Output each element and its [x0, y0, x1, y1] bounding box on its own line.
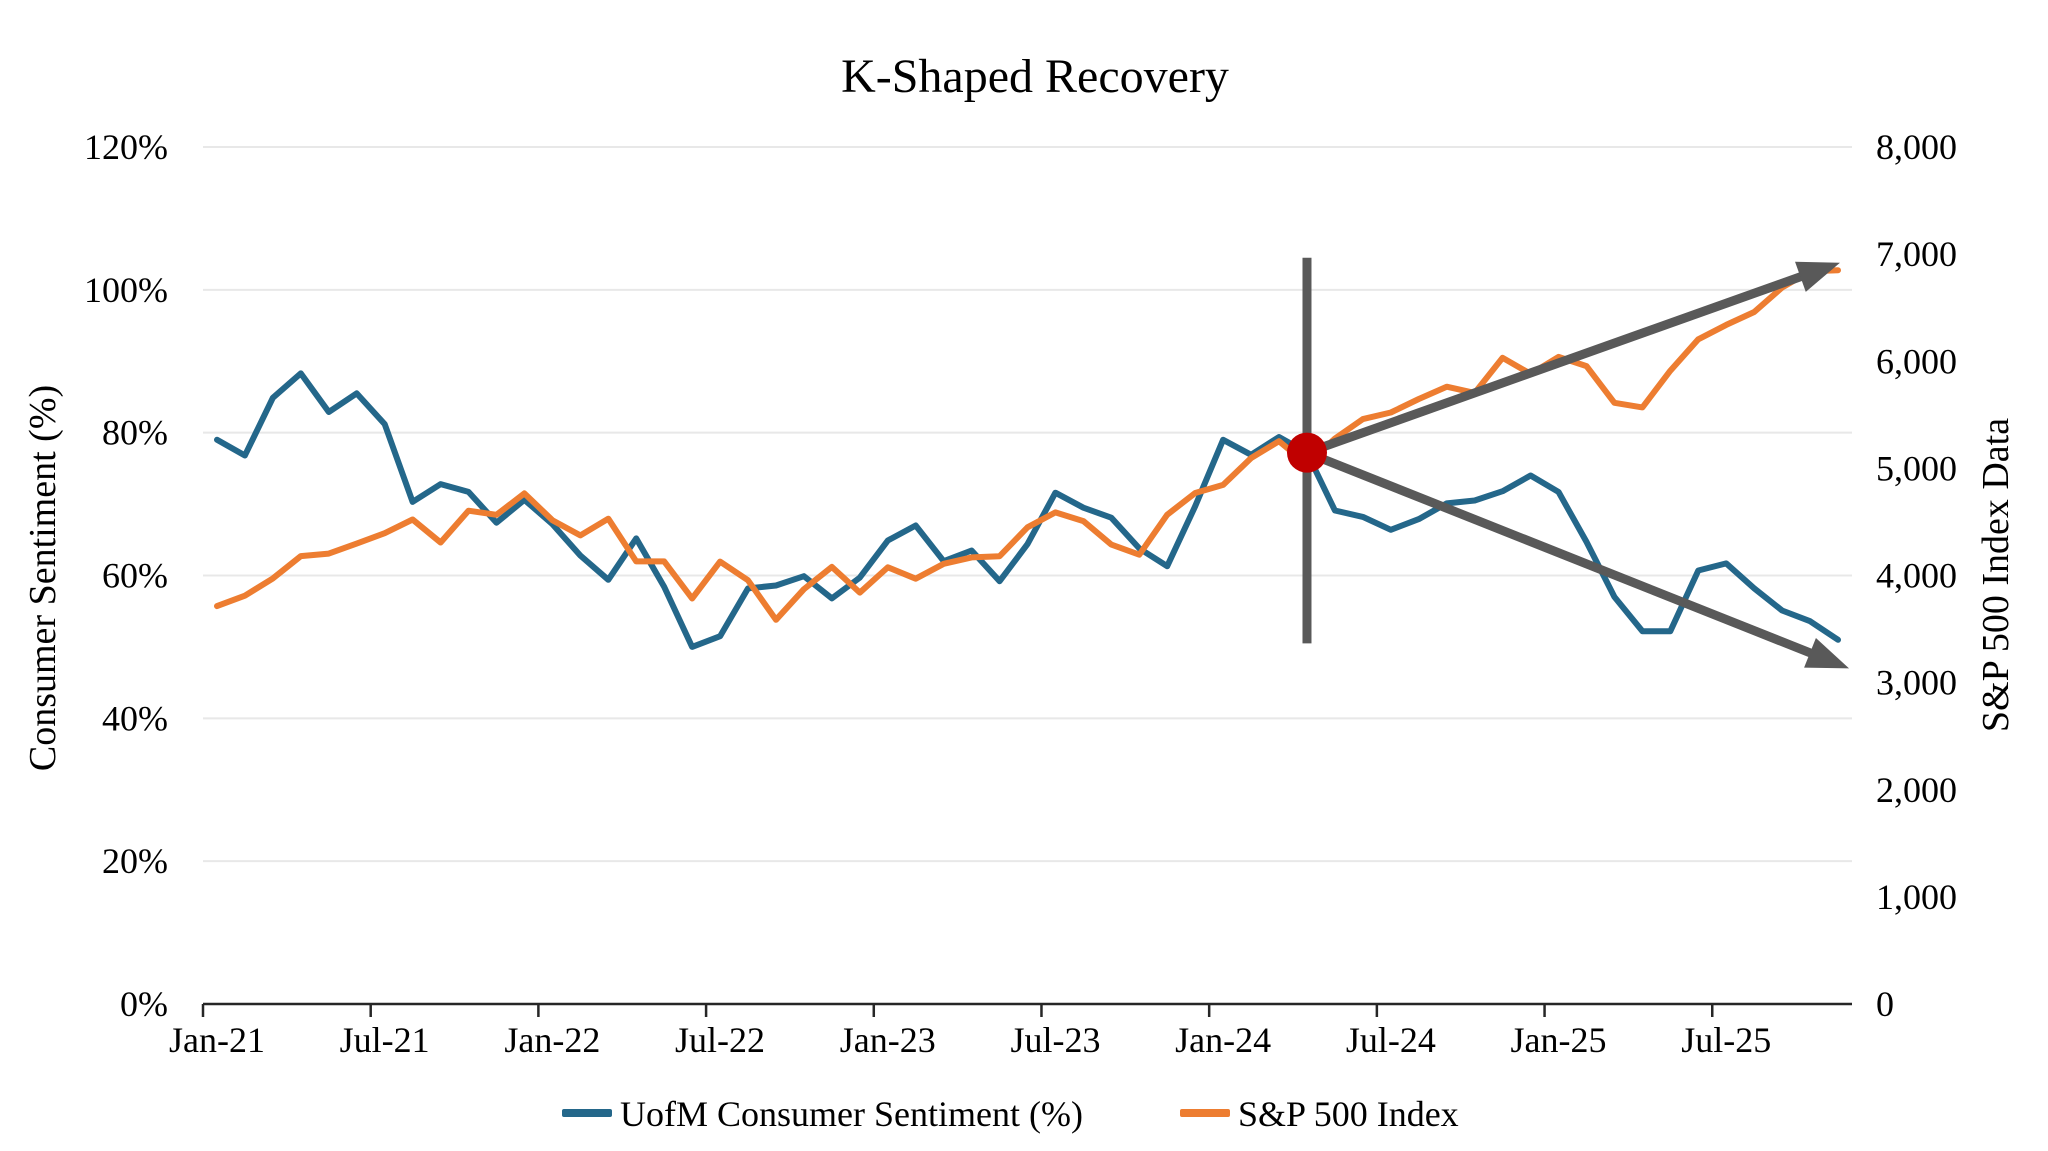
upper-arrow-head [1795, 261, 1840, 292]
right-tick-label: 1,000 [1876, 877, 1957, 917]
legend-swatch-sp500 [1180, 1109, 1230, 1117]
x-tick-label: Jan-25 [1511, 1020, 1607, 1060]
k-annotations [1286, 257, 1850, 669]
right-tick-label: 5,000 [1876, 448, 1957, 488]
left-tick-label: 40% [102, 698, 168, 738]
x-tick-label: Jan-22 [504, 1020, 600, 1060]
right-axis-title: S&P 500 Index Data [1975, 418, 2017, 732]
lower-arrow-head [1804, 637, 1850, 669]
left-tick-label: 0% [120, 984, 168, 1024]
series-line-uofm-consumer-sentiment [214, 370, 1841, 650]
left-axis-tick-labels: 0% 20% 40% 60% 80% 100% 120% [84, 127, 168, 1024]
x-tick-label: Jul-22 [675, 1020, 765, 1060]
left-axis-title: Consumer Sentiment (%) [22, 385, 64, 771]
left-tick-label: 120% [84, 127, 168, 167]
x-tick-label: Jul-21 [340, 1020, 430, 1060]
legend-label-sp500: S&P 500 Index [1238, 1094, 1459, 1134]
right-tick-label: 6,000 [1876, 341, 1957, 381]
x-tick-label: Jan-24 [1175, 1020, 1271, 1060]
x-tick-label: Jan-23 [840, 1020, 936, 1060]
upper-arrow-shaft [1305, 268, 1814, 457]
legend: UofM Consumer Sentiment (%) S&P 500 Inde… [562, 1094, 1459, 1134]
divergence-point-dot [1286, 432, 1327, 473]
right-tick-label: 7,000 [1876, 234, 1957, 274]
x-axis [201, 1002, 1852, 1017]
right-tick-label: 3,000 [1876, 663, 1957, 703]
lower-arrow-shaft [1305, 448, 1823, 662]
right-tick-label: 4,000 [1876, 556, 1957, 596]
left-tick-label: 20% [102, 841, 168, 881]
x-tick-label: Jan-21 [169, 1020, 265, 1060]
legend-label-sentiment: UofM Consumer Sentiment (%) [620, 1094, 1083, 1134]
x-tick-label: Jul-23 [1010, 1020, 1100, 1060]
gridlines [203, 146, 1852, 863]
x-tick-label: Jul-24 [1346, 1020, 1436, 1060]
left-tick-label: 80% [102, 413, 168, 453]
chart-title: K-Shaped Recovery [841, 50, 1229, 103]
right-tick-label: 0 [1876, 984, 1894, 1024]
right-tick-label: 8,000 [1876, 127, 1957, 167]
left-tick-label: 100% [84, 270, 168, 310]
right-tick-label: 2,000 [1876, 770, 1957, 810]
x-axis-tick-labels: Jan-21 Jul-21 Jan-22 Jul-22 Jan-23 Jul-23 Jan-… [169, 1020, 1771, 1060]
series-lines [214, 267, 1841, 650]
legend-swatch-sentiment [562, 1109, 612, 1117]
left-tick-label: 60% [102, 556, 168, 596]
right-axis-tick-labels: 0 1,000 2,000 3,000 4,000 5,000 6,000 7,000 8,00… [1876, 127, 1957, 1024]
x-tick-label: Jul-25 [1681, 1020, 1771, 1060]
